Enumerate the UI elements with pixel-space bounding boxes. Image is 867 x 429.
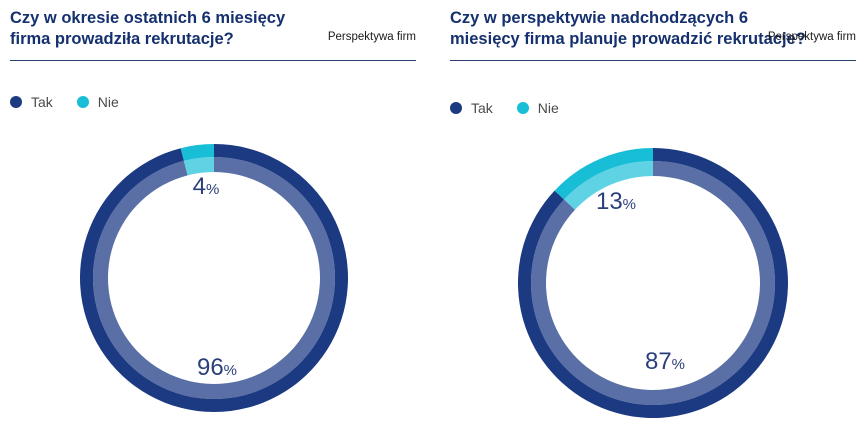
legend-label-nie: Nie xyxy=(537,100,559,116)
chart-subtitle: Perspektywa firm xyxy=(327,31,416,43)
chart-title: Czy w perspektywie nadchodzących 6 miesi… xyxy=(450,9,806,48)
legend-marker-tak xyxy=(10,96,22,108)
donut-slice-nie-inner xyxy=(564,161,653,210)
chart-subtitle: Perspektywa firm xyxy=(767,31,856,43)
donut-slice-nie xyxy=(180,144,214,176)
donut-chart: 87% 13% xyxy=(517,148,788,418)
divider xyxy=(10,60,416,61)
legend-label-tak: Tak xyxy=(471,100,493,116)
legend-label-nie: Nie xyxy=(97,94,119,110)
data-label-nie: 4% xyxy=(193,173,220,200)
legend: Tak Nie xyxy=(10,94,143,110)
donut-slice-nie-outer xyxy=(554,148,653,200)
legend: Tak Nie xyxy=(450,100,583,116)
legend-marker-nie xyxy=(516,102,529,114)
data-label-nie: 13% xyxy=(596,188,636,215)
legend-marker-nie xyxy=(76,96,89,108)
donut-slice-nie-inner xyxy=(183,157,214,176)
legend-label-tak: Tak xyxy=(31,94,53,110)
data-label-tak: 96% xyxy=(197,354,237,381)
legend-item-nie: Nie xyxy=(516,100,559,116)
chart-title: Czy w okresie ostatnich 6 miesięcy firma… xyxy=(10,9,286,48)
donut-chart: 96% 4% xyxy=(80,144,349,413)
donut-slice-nie xyxy=(554,148,653,210)
legend-marker-tak xyxy=(450,102,462,114)
data-label-tak: 87% xyxy=(645,348,685,375)
legend-item-tak: Tak xyxy=(10,94,53,110)
legend-item-tak: Tak xyxy=(450,100,493,116)
legend-item-nie: Nie xyxy=(76,94,119,110)
divider xyxy=(450,60,856,61)
donut-slice-nie-outer xyxy=(180,144,214,161)
